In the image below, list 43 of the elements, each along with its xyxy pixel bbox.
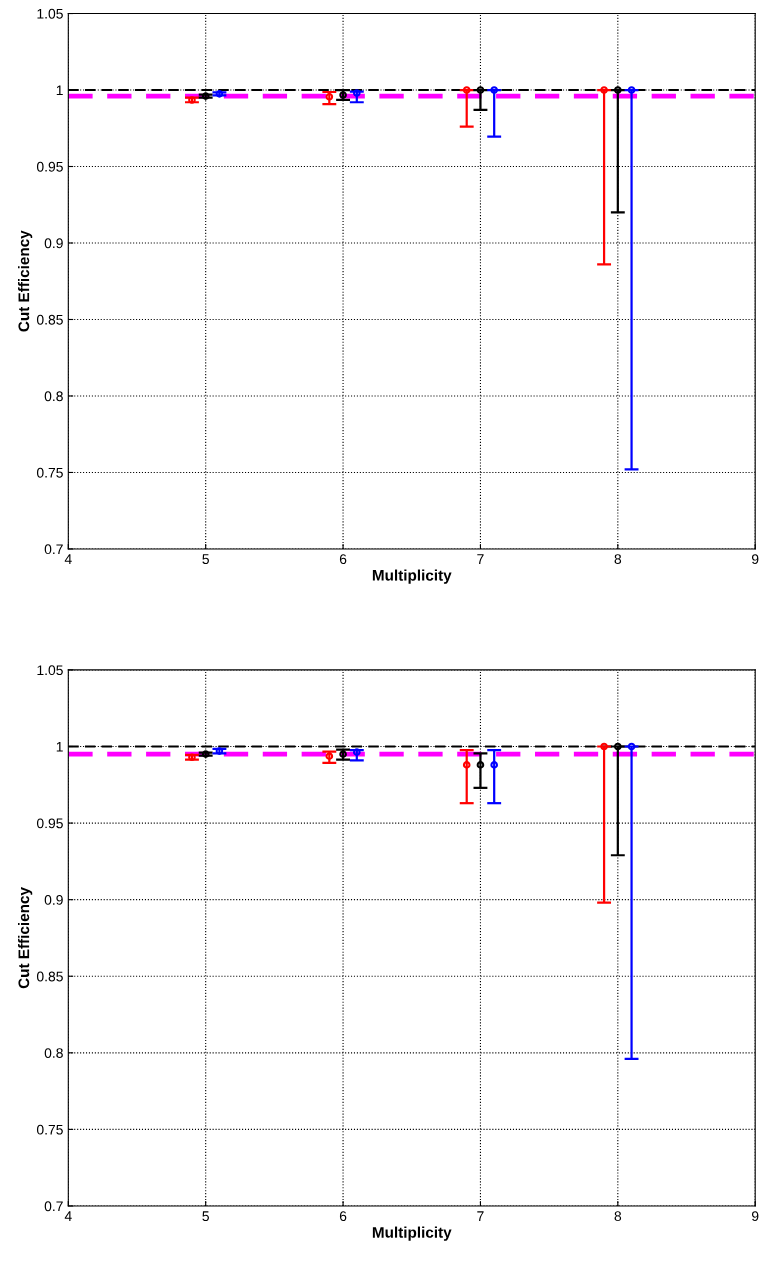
x-tick-label: 5: [202, 554, 209, 565]
x-tick-label: 9: [751, 1211, 759, 1222]
y-tick-label: 0.95: [36, 818, 63, 829]
y-tick-label: 1.05: [37, 665, 63, 676]
point: [352, 89, 361, 97]
x-tick-label: 4: [64, 1211, 72, 1221]
y-tick-label: 0.85: [36, 971, 63, 982]
y-tick-label: 0.9: [44, 238, 63, 249]
point: [600, 742, 608, 751]
y-axis-title: Cut Efficiency: [18, 230, 33, 332]
x-tick-label: 8: [614, 1211, 622, 1222]
y-tick-label: 0.7: [44, 544, 63, 555]
point: [476, 761, 485, 769]
y-tick-label: 0.7: [44, 1201, 63, 1212]
y-tick-label: 0.75: [36, 467, 63, 478]
x-tick-label: 9: [751, 554, 759, 565]
y-axis-title: Cut Efficiency: [18, 887, 33, 989]
x-tick-label: 6: [339, 554, 347, 565]
point: [490, 761, 498, 769]
x-tick-label: 7: [477, 554, 484, 564]
y-tick-label: 0.8: [44, 391, 63, 402]
x-tick-label: 5: [202, 1211, 209, 1222]
point: [462, 761, 471, 769]
y-tick-label: 1.05: [37, 8, 63, 19]
x-axis-title: Multiplicity: [372, 1226, 452, 1241]
y-tick-label: 0.8: [44, 1048, 63, 1058]
y-tick-label: 1: [56, 741, 63, 752]
y-tick-label: 0.9: [44, 895, 63, 905]
x-tick-label: 8: [614, 554, 622, 565]
x-tick-label: 6: [339, 1211, 347, 1222]
x-tick-label: 4: [64, 554, 72, 564]
point: [352, 748, 361, 756]
point: [627, 742, 636, 751]
y-tick-label: 0.85: [36, 314, 63, 325]
y-tick-label: 0.95: [36, 161, 63, 172]
x-axis-title: Multiplicity: [372, 569, 452, 584]
y-tick-label: 0.75: [36, 1124, 63, 1135]
point: [325, 92, 334, 101]
x-tick-label: 7: [477, 1211, 484, 1221]
point: [600, 86, 608, 94]
y-tick-label: 1: [56, 85, 63, 96]
point: [490, 86, 498, 94]
point: [614, 86, 622, 94]
